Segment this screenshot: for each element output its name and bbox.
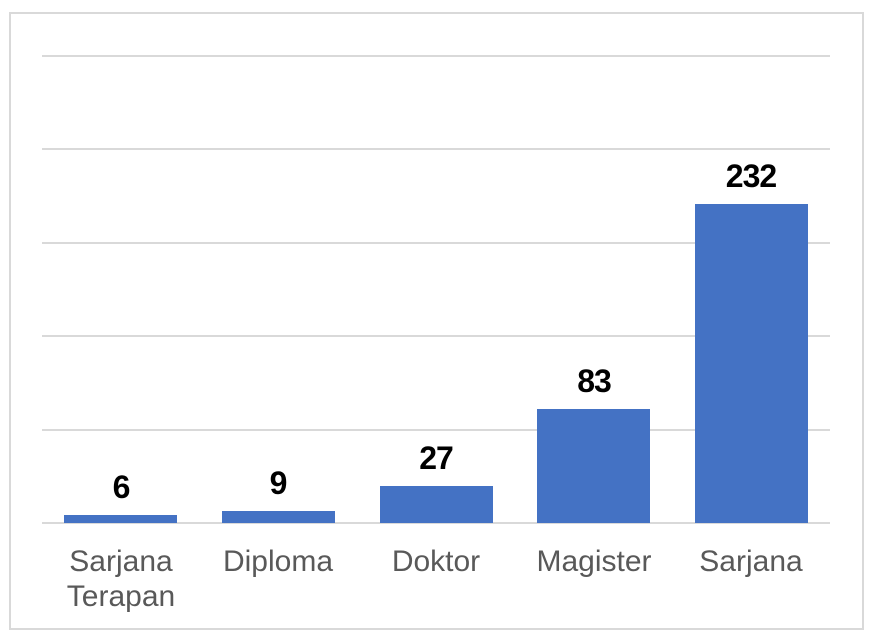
category-label-magister: Magister bbox=[536, 545, 652, 578]
gridline bbox=[42, 429, 830, 431]
gridline bbox=[42, 335, 830, 337]
bar-sarjana bbox=[695, 204, 808, 523]
category-label-sarjana-terapan: Sarjana Terapan bbox=[66, 545, 176, 613]
gridline bbox=[42, 55, 830, 57]
data-label-sarjana-terapan: 6 bbox=[112, 469, 131, 505]
bar-sarjana-terapan bbox=[64, 515, 177, 523]
category-label-diploma: Diploma bbox=[222, 545, 334, 578]
bar-diploma bbox=[222, 511, 335, 523]
x-axis-line bbox=[42, 522, 830, 524]
gridline bbox=[42, 148, 830, 150]
data-label-sarjana: 232 bbox=[725, 158, 777, 194]
category-label-sarjana: Sarjana bbox=[699, 545, 803, 578]
category-label-doktor: Doktor bbox=[391, 545, 481, 578]
data-label-diploma: 9 bbox=[269, 465, 288, 501]
bar-magister bbox=[537, 409, 650, 523]
data-label-magister: 83 bbox=[577, 363, 612, 399]
data-label-doktor: 27 bbox=[419, 440, 454, 476]
bar-doktor bbox=[380, 486, 493, 523]
gridline bbox=[42, 242, 830, 244]
